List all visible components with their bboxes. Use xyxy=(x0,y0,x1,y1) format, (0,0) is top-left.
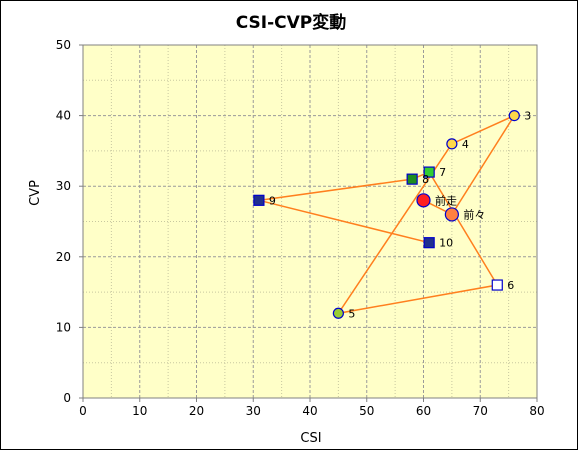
x-tick-label: 30 xyxy=(246,404,261,418)
data-point xyxy=(491,279,503,291)
data-label: 前々 xyxy=(463,207,485,221)
x-tick-label: 40 xyxy=(302,404,317,418)
data-label: 8 xyxy=(422,173,429,186)
x-tick-label: 70 xyxy=(473,404,488,418)
x-tick-label: 60 xyxy=(416,404,431,418)
data-point xyxy=(332,307,344,319)
x-tick-label: 0 xyxy=(79,404,87,418)
x-tick-label: 10 xyxy=(132,404,147,418)
data-point xyxy=(423,166,435,178)
data-label: 6 xyxy=(507,279,514,292)
y-tick-label: 40 xyxy=(56,109,71,123)
data-point xyxy=(508,109,520,122)
data-label: 4 xyxy=(462,138,469,151)
chart-title: CSI-CVP変動 xyxy=(236,12,347,33)
y-tick-label: 10 xyxy=(56,320,71,334)
data-label: 前走 xyxy=(435,193,457,207)
data-label: 7 xyxy=(439,166,446,179)
data-point xyxy=(416,193,431,208)
y-tick-label: 30 xyxy=(56,179,71,193)
data-point xyxy=(446,138,458,150)
y-tick-label: 0 xyxy=(63,391,71,405)
x-tick-label: 80 xyxy=(529,404,544,418)
data-point xyxy=(406,173,418,185)
data-label: 9 xyxy=(269,194,276,207)
x-axis-title: CSI xyxy=(300,431,321,446)
data-label: 5 xyxy=(348,307,355,320)
series-line xyxy=(258,113,517,315)
x-tick-label: 50 xyxy=(359,404,374,418)
y-axis-title: CVP xyxy=(28,180,43,206)
y-tick-label: 50 xyxy=(56,38,71,52)
data-point xyxy=(423,237,435,249)
data-label: 3 xyxy=(524,110,531,123)
x-tick-label: 20 xyxy=(189,404,204,418)
data-point xyxy=(444,207,459,222)
data-label: 10 xyxy=(439,237,453,250)
y-tick-label: 20 xyxy=(56,250,71,264)
data-point xyxy=(253,194,265,206)
